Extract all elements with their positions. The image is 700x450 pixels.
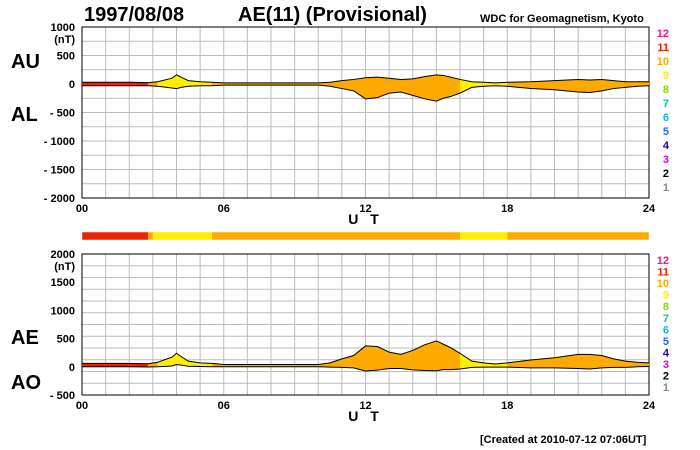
date-label: 1997/08/08 <box>84 4 185 26</box>
ao-label: AO <box>11 372 41 394</box>
ae-ao-panel-scale-level: 7 <box>663 313 669 325</box>
au-al-panel-ytick-label: - 2000 <box>44 193 75 205</box>
ae-ao-panel-ao-line <box>82 364 650 372</box>
au-al-panel-scale-level: 3 <box>663 154 669 166</box>
activity-bar-segment <box>152 232 212 240</box>
au-al-panel-fill-band <box>507 79 649 93</box>
activity-bar-frame <box>81 231 650 241</box>
au-al-panel-ytick-label: 1000 <box>51 22 75 34</box>
au-al-panel-ytick-label: - 1500 <box>44 165 75 177</box>
au-al-panel-au-line <box>82 74 649 84</box>
au-al-panel-frame <box>81 26 650 199</box>
ae-ao-panel-scale-level: 12 <box>657 255 669 267</box>
au-al-panel-al-line <box>82 84 650 102</box>
au-al-panel-ytick-label: - 1000 <box>44 136 75 148</box>
au-al-panel-scale-level: 10 <box>657 56 669 68</box>
au-al-panel-fill-band <box>157 74 212 89</box>
ae-ao-panel-xtick-label: 24 <box>643 400 656 412</box>
au-al-panel-scale-level: 6 <box>663 112 669 124</box>
au-al-panel-xtick-label: 12 <box>359 203 371 215</box>
ae-ao-panel-scale-level: 11 <box>657 267 669 279</box>
au-al-panel-xtick-label: 24 <box>643 203 656 215</box>
au-al-panel-ytick-label: 500 <box>57 51 75 63</box>
au-al-panel-xtick-label: 06 <box>218 203 230 215</box>
au-al-panel-ytick-label: 0 <box>69 79 75 91</box>
au-al-panel-scale-level: 8 <box>663 84 669 96</box>
activity-bar-segment <box>507 232 649 240</box>
ae-ao-panel-scale-level: 4 <box>663 347 670 359</box>
au-al-panel-ytick-label: - 500 <box>50 108 75 120</box>
ae-ao-panel-fill-band <box>82 363 149 367</box>
ae-ao-panel-xtick-label: 00 <box>76 400 88 412</box>
activity-bar-segment <box>460 232 508 240</box>
ae-ao-panel-xtick-label: 12 <box>359 400 371 412</box>
ae-label: AE <box>11 327 39 349</box>
activity-bar-segment <box>148 232 153 240</box>
created-timestamp: [Created at 2010-07-12 07:06UT] <box>480 434 647 446</box>
au-al-panel-fill-band <box>82 82 149 86</box>
ae-ao-panel-ytick-label: - 500 <box>50 390 75 402</box>
ae-ao-panel-ytick-label: 1500 <box>51 277 75 289</box>
source-label: WDC for Geomagnetism, Kyoto <box>480 13 644 25</box>
ae-ao-panel-scale-level: 3 <box>663 359 669 371</box>
activity-bar-segment <box>82 232 149 240</box>
ae-ao-panel-ytick-label: 0 <box>69 362 75 374</box>
au-al-panel-scale-level: 11 <box>657 42 669 54</box>
ae-ao-panel-xtick-label: 06 <box>218 400 230 412</box>
au-label: AU <box>11 51 40 73</box>
au-al-panel-scale-level: 1 <box>663 182 669 194</box>
ae-ao-panel-scale-level: 9 <box>663 290 669 302</box>
ae-ao-panel-fill-band <box>507 354 649 370</box>
ae-ao-panel-fill-band <box>460 353 508 370</box>
ae-ao-panel-ae-line <box>82 340 650 366</box>
ae-ao-panel-xtick-label: 18 <box>501 400 513 412</box>
activity-bar-segment <box>211 232 460 240</box>
ae-ao-panel-scale-level: 2 <box>663 371 669 383</box>
au-al-panel-xtick-label: 00 <box>76 203 88 215</box>
au-al-panel-fill-band <box>211 74 460 102</box>
ae-ao-panel-fill-band <box>211 340 460 372</box>
ae-ao-panel-xaxis-title: U T <box>348 408 383 424</box>
au-al-panel-scale-level: 4 <box>663 140 670 152</box>
ae-ao-panel-scale-level: 8 <box>663 301 669 313</box>
ae-ao-panel-fill-band <box>157 353 212 367</box>
au-al-panel-unit-label: (nT) <box>54 34 75 46</box>
au-al-panel-scale-level: 5 <box>663 126 669 138</box>
ae-ao-panel-ytick-label: 1000 <box>51 305 75 317</box>
ae-ao-panel-frame <box>81 253 650 396</box>
ae-ao-panel-scale-level: 5 <box>663 336 669 348</box>
ae-ao-panel-ytick-label: 500 <box>57 334 75 346</box>
ae-ao-panel-scale-level: 6 <box>663 324 669 336</box>
ae-ao-panel-ytick-label: 2000 <box>51 249 75 261</box>
ae-ao-panel-unit-label: (nT) <box>54 261 75 273</box>
al-label: AL <box>11 104 38 126</box>
au-al-panel-scale-level: 7 <box>663 98 669 110</box>
au-al-panel-scale-level: 2 <box>663 168 669 180</box>
ae-ao-panel-scale-level: 10 <box>657 278 669 290</box>
au-al-panel-scale-level: 9 <box>663 70 669 82</box>
chart-title: AE(11) (Provisional) <box>238 4 427 26</box>
ae-ao-panel-scale-level: 1 <box>663 382 669 394</box>
au-al-panel-xtick-label: 18 <box>501 203 513 215</box>
au-al-panel-xaxis-title: U T <box>348 211 383 227</box>
au-al-panel-scale-level: 12 <box>657 28 669 40</box>
